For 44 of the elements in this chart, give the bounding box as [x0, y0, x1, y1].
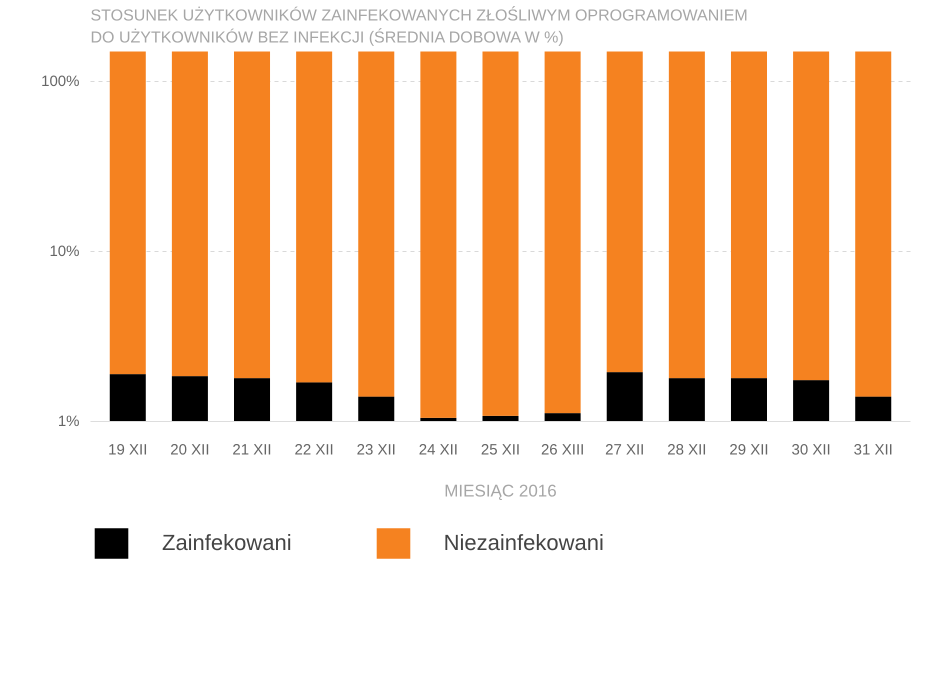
- bar: [358, 396, 394, 422]
- bar: [296, 382, 332, 422]
- x-tick-label: 20 XII: [170, 442, 210, 458]
- bar: [544, 52, 581, 414]
- x-tick-label: 29 XII: [729, 442, 769, 458]
- chart-title: STOSUNEK UŻYTKOWNIKÓW ZAINFEKOWANYCH ZŁOŚLIWYM OPROGRAMOWANIEM DO UŻYTKOWNIKÓW BEZ INFEKCJI (ŚREDNIA DOBOWA W %): [90, 5, 748, 46]
- x-tick-label: 24 XII: [418, 442, 458, 458]
- bar: [358, 52, 394, 397]
- bar: [234, 378, 270, 422]
- bar: [296, 52, 332, 382]
- y-tick-label: 1%: [58, 413, 80, 430]
- bar: [172, 52, 208, 376]
- bar: [606, 372, 643, 422]
- x-tick-label: 25 XII: [480, 442, 520, 458]
- bar: [855, 396, 892, 422]
- x-tick-label: 21 XII: [232, 442, 272, 458]
- bar: [730, 378, 767, 422]
- bar: [793, 52, 830, 380]
- bar: [110, 52, 146, 374]
- x-tick-label: 22 XII: [294, 442, 334, 458]
- x-tick-label: 19 XII: [108, 442, 148, 458]
- x-tick-label: 28 XII: [667, 442, 706, 458]
- bar: [172, 376, 208, 422]
- bar: [668, 378, 705, 422]
- x-tick-label: 31 XII: [854, 442, 893, 458]
- y-tick-label: 100%: [41, 72, 80, 90]
- y-tick-label: 10%: [49, 242, 80, 260]
- bar: [482, 52, 519, 416]
- bar: [730, 52, 767, 378]
- bar: [606, 52, 643, 372]
- bar: [420, 52, 456, 418]
- bar: [855, 52, 892, 397]
- x-axis-title: MIESIĄC 2016: [444, 482, 557, 500]
- x-tick-label: 30 XII: [792, 442, 831, 458]
- x-tick-label: 26 XIII: [540, 442, 584, 458]
- legend-label: Zainfekowani: [162, 530, 292, 556]
- bar: [544, 413, 581, 422]
- bar: [234, 52, 270, 378]
- bar: [110, 374, 146, 422]
- bar: [793, 380, 830, 422]
- bar: [668, 52, 705, 378]
- x-tick-label: 23 XII: [356, 442, 396, 458]
- legend-label: Niezainfekowani: [444, 530, 604, 556]
- x-tick-label: 27 XII: [605, 442, 644, 458]
